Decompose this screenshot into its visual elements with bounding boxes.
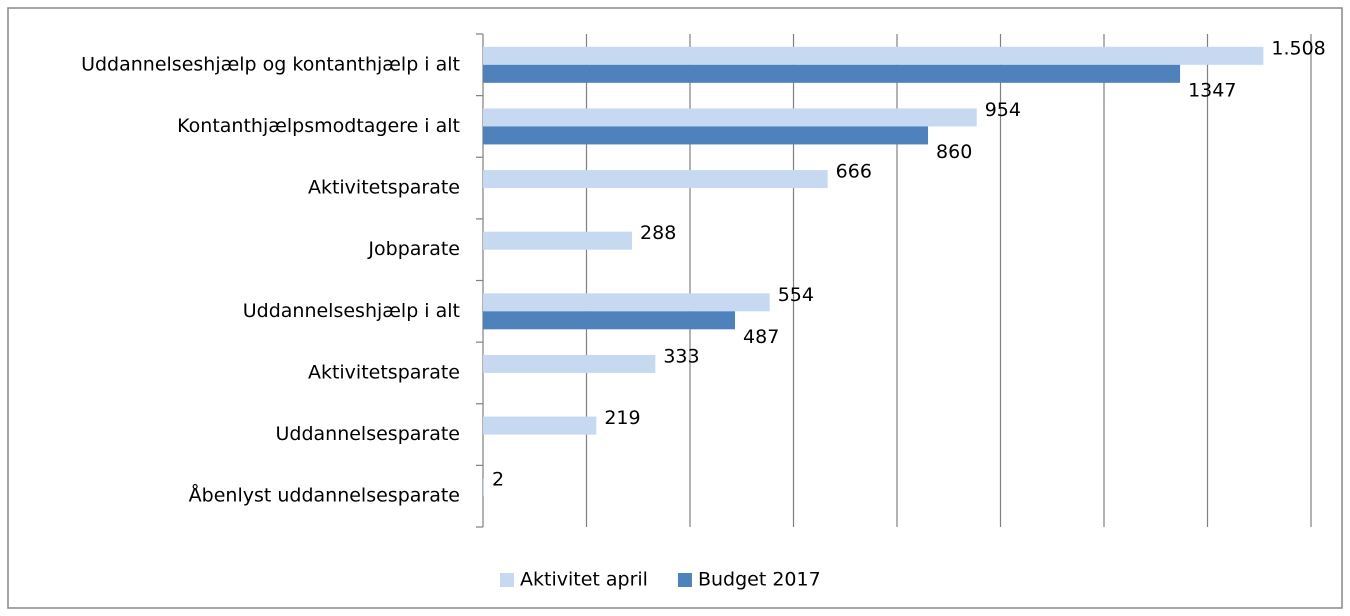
y-tick-label: Uddannelsesparate: [275, 423, 460, 445]
data-label: 333: [663, 345, 699, 367]
data-label: 1.508: [1271, 37, 1325, 59]
bar: [483, 231, 633, 250]
data-label: 487: [743, 326, 779, 348]
data-label: 2: [492, 469, 504, 491]
data-label: 860: [936, 141, 972, 163]
bar: [483, 416, 597, 435]
bar: [483, 354, 656, 373]
bar: [483, 108, 977, 127]
bar: [483, 126, 929, 145]
y-tick-label: Åbenlyst uddannelsesparate: [189, 484, 460, 507]
legend-label: Budget 2017: [698, 569, 821, 591]
data-label: 1347: [1188, 79, 1236, 101]
bar: [483, 46, 1264, 65]
bar: [483, 64, 1181, 83]
legend-label: Aktivitet april: [520, 569, 648, 591]
bar: [483, 293, 770, 312]
y-tick-label: Jobparate: [367, 238, 460, 260]
data-label: 219: [604, 407, 640, 429]
y-tick-label: Uddannelseshjælp i alt: [243, 300, 460, 322]
bar: [483, 170, 828, 189]
bar: [483, 478, 485, 497]
y-tick-label: Aktivitetsparate: [308, 177, 460, 199]
bar: [483, 311, 736, 330]
data-label: 288: [640, 222, 676, 244]
legend-swatch: [500, 573, 514, 587]
y-tick-label: Uddannelseshjælp og kontanthjælp i alt: [81, 53, 460, 75]
data-label: 954: [985, 99, 1021, 121]
y-tick-label: Kontanthjælpsmodtagere i alt: [177, 115, 460, 137]
legend-swatch: [677, 573, 692, 587]
data-label: 666: [836, 161, 872, 183]
y-tick-label: Aktivitetsparate: [308, 361, 460, 383]
data-label: 554: [778, 284, 814, 306]
